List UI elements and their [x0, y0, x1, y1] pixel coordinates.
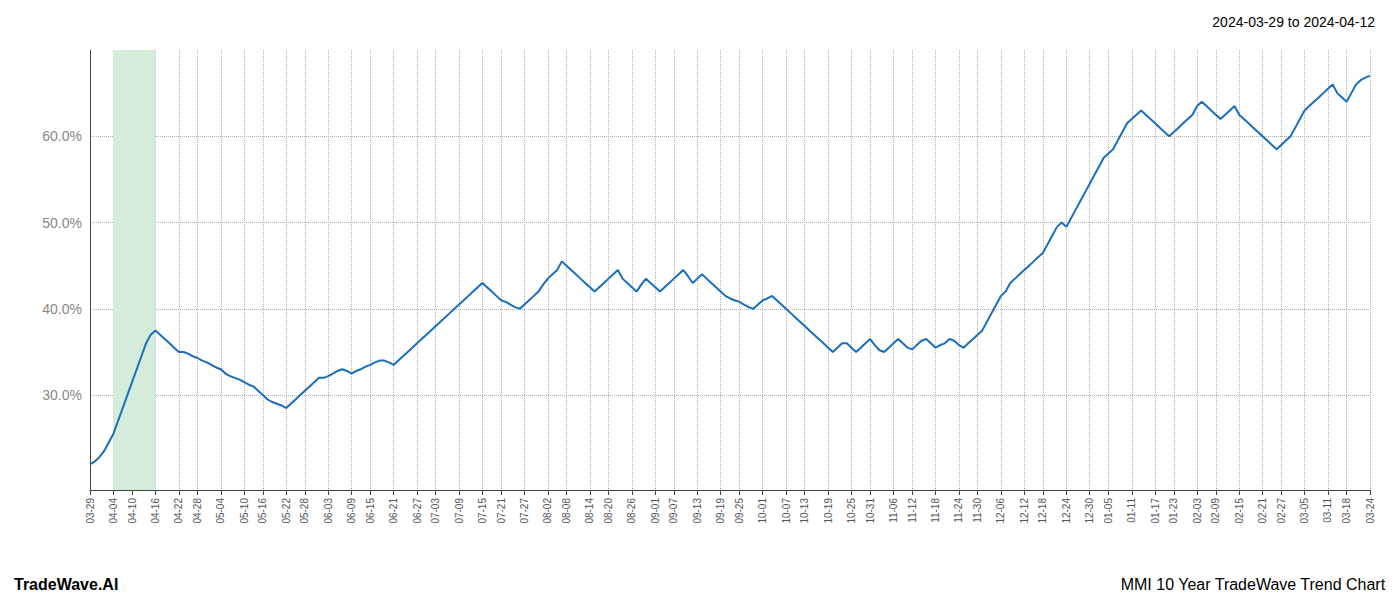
svg-text:08-20: 08-20 — [603, 498, 614, 524]
svg-text:07-03: 07-03 — [430, 498, 441, 524]
svg-text:09-25: 09-25 — [734, 498, 745, 524]
svg-text:03-18: 03-18 — [1341, 498, 1352, 524]
svg-text:40.0%: 40.0% — [42, 301, 82, 317]
svg-text:11-12: 11-12 — [907, 498, 918, 523]
svg-text:01-17: 01-17 — [1150, 498, 1161, 524]
svg-text:09-07: 09-07 — [668, 498, 679, 524]
svg-text:07-27: 07-27 — [519, 498, 530, 524]
svg-text:MMI 10 Year TradeWave Trend Ch: MMI 10 Year TradeWave Trend Chart — [1121, 576, 1386, 593]
svg-text:11-24: 11-24 — [953, 498, 964, 523]
svg-text:07-09: 07-09 — [454, 498, 465, 524]
svg-text:11-30: 11-30 — [972, 498, 983, 523]
svg-text:05-10: 05-10 — [239, 498, 250, 524]
svg-text:04-16: 04-16 — [150, 498, 161, 524]
svg-text:05-16: 05-16 — [257, 498, 268, 524]
svg-text:12-06: 12-06 — [995, 498, 1006, 524]
svg-text:10-19: 10-19 — [823, 498, 834, 524]
svg-text:06-03: 06-03 — [323, 498, 334, 524]
svg-text:04-04: 04-04 — [108, 498, 119, 524]
svg-text:03-05: 03-05 — [1299, 498, 1310, 524]
svg-text:02-21: 02-21 — [1257, 498, 1268, 524]
svg-text:02-15: 02-15 — [1234, 498, 1245, 524]
svg-text:02-27: 02-27 — [1276, 498, 1287, 524]
svg-text:10-07: 10-07 — [781, 498, 792, 524]
svg-text:01-23: 01-23 — [1168, 498, 1179, 524]
svg-text:01-11: 01-11 — [1126, 498, 1137, 523]
svg-text:12-24: 12-24 — [1061, 498, 1072, 524]
svg-text:09-13: 09-13 — [692, 498, 703, 524]
svg-text:05-04: 05-04 — [215, 498, 226, 524]
svg-text:12-30: 12-30 — [1084, 498, 1095, 524]
svg-text:06-15: 06-15 — [365, 498, 376, 524]
svg-text:12-12: 12-12 — [1019, 498, 1030, 524]
svg-text:04-22: 04-22 — [173, 498, 184, 524]
svg-text:11-18: 11-18 — [930, 498, 941, 523]
svg-text:06-21: 06-21 — [388, 498, 399, 524]
svg-text:04-28: 04-28 — [192, 498, 203, 524]
svg-text:03-29: 03-29 — [85, 498, 96, 524]
svg-text:02-09: 02-09 — [1210, 498, 1221, 524]
svg-text:60.0%: 60.0% — [42, 128, 82, 144]
svg-text:04-10: 04-10 — [127, 498, 138, 524]
svg-text:03-11: 03-11 — [1322, 498, 1333, 523]
svg-text:50.0%: 50.0% — [42, 215, 82, 231]
svg-text:08-14: 08-14 — [584, 498, 595, 524]
svg-text:02-03: 02-03 — [1192, 498, 1203, 524]
svg-text:08-02: 08-02 — [542, 498, 553, 524]
svg-text:09-19: 09-19 — [715, 498, 726, 524]
svg-text:07-21: 07-21 — [496, 498, 507, 524]
svg-text:06-09: 06-09 — [346, 498, 357, 524]
svg-text:03-24: 03-24 — [1365, 498, 1376, 524]
svg-text:TradeWave.AI: TradeWave.AI — [14, 576, 118, 593]
svg-text:05-28: 05-28 — [299, 498, 310, 524]
svg-text:30.0%: 30.0% — [42, 387, 82, 403]
svg-text:05-22: 05-22 — [281, 498, 292, 524]
svg-text:12-18: 12-18 — [1037, 498, 1048, 524]
svg-text:10-31: 10-31 — [865, 498, 876, 524]
svg-text:09-01: 09-01 — [650, 498, 661, 524]
svg-text:10-13: 10-13 — [799, 498, 810, 524]
svg-text:07-15: 07-15 — [477, 498, 488, 524]
svg-text:08-26: 08-26 — [626, 498, 637, 524]
svg-text:08-08: 08-08 — [561, 498, 572, 524]
svg-text:06-27: 06-27 — [412, 498, 423, 524]
svg-text:10-25: 10-25 — [846, 498, 857, 524]
svg-text:2024-03-29 to 2024-04-12: 2024-03-29 to 2024-04-12 — [1212, 14, 1375, 30]
svg-text:11-06: 11-06 — [888, 498, 899, 523]
svg-text:01-05: 01-05 — [1103, 498, 1114, 524]
svg-text:10-01: 10-01 — [757, 498, 768, 524]
